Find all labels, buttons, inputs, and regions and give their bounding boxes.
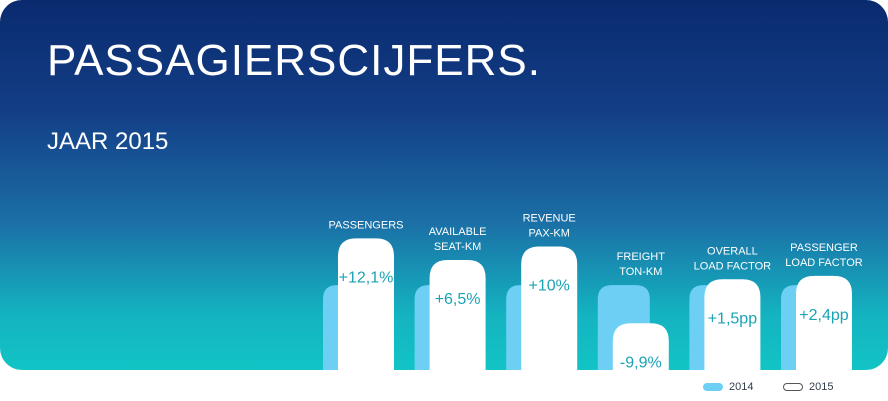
data-label: -9,9% <box>620 354 662 371</box>
page-title: PASSAGIERSCIJFERS. <box>47 36 541 85</box>
category-label: OVERALL <box>707 245 758 257</box>
category-label: TON-KM <box>619 266 662 278</box>
data-label: +12,1% <box>339 269 394 286</box>
bar-2015 <box>429 259 486 370</box>
category-label: LOAD FACTOR <box>785 257 862 269</box>
category-label: SEAT-KM <box>434 241 481 253</box>
bar-2015 <box>521 246 578 370</box>
category-label: REVENUE <box>523 212 576 224</box>
bar-2015 <box>796 275 852 370</box>
category-label: LOAD FACTOR <box>694 260 771 272</box>
legend-item-2014: 2014 <box>703 378 753 396</box>
page-subtitle: JAAR 2015 <box>47 128 169 155</box>
data-label: +1,5pp <box>708 310 757 327</box>
legend-swatch-2014 <box>703 383 723 391</box>
legend-item-2015: 2015 <box>783 378 833 396</box>
data-label: +6,5% <box>435 291 481 308</box>
category-label: PASSENGERS <box>329 219 404 231</box>
legend-swatch-2015 <box>783 383 803 391</box>
category-label: PAX-KM <box>529 227 570 239</box>
legend-label-2015: 2015 <box>809 381 834 393</box>
data-label: +2,4pp <box>799 307 848 324</box>
bar-2015 <box>704 279 761 370</box>
category-label: PASSENGER <box>790 242 858 254</box>
legend-label-2014: 2014 <box>729 381 754 393</box>
category-label: FREIGHT <box>617 251 666 263</box>
category-label: AVAILABLE <box>429 226 487 238</box>
data-label: +10% <box>529 277 570 294</box>
bar-2015 <box>338 238 394 370</box>
bar-2015 <box>612 323 669 370</box>
